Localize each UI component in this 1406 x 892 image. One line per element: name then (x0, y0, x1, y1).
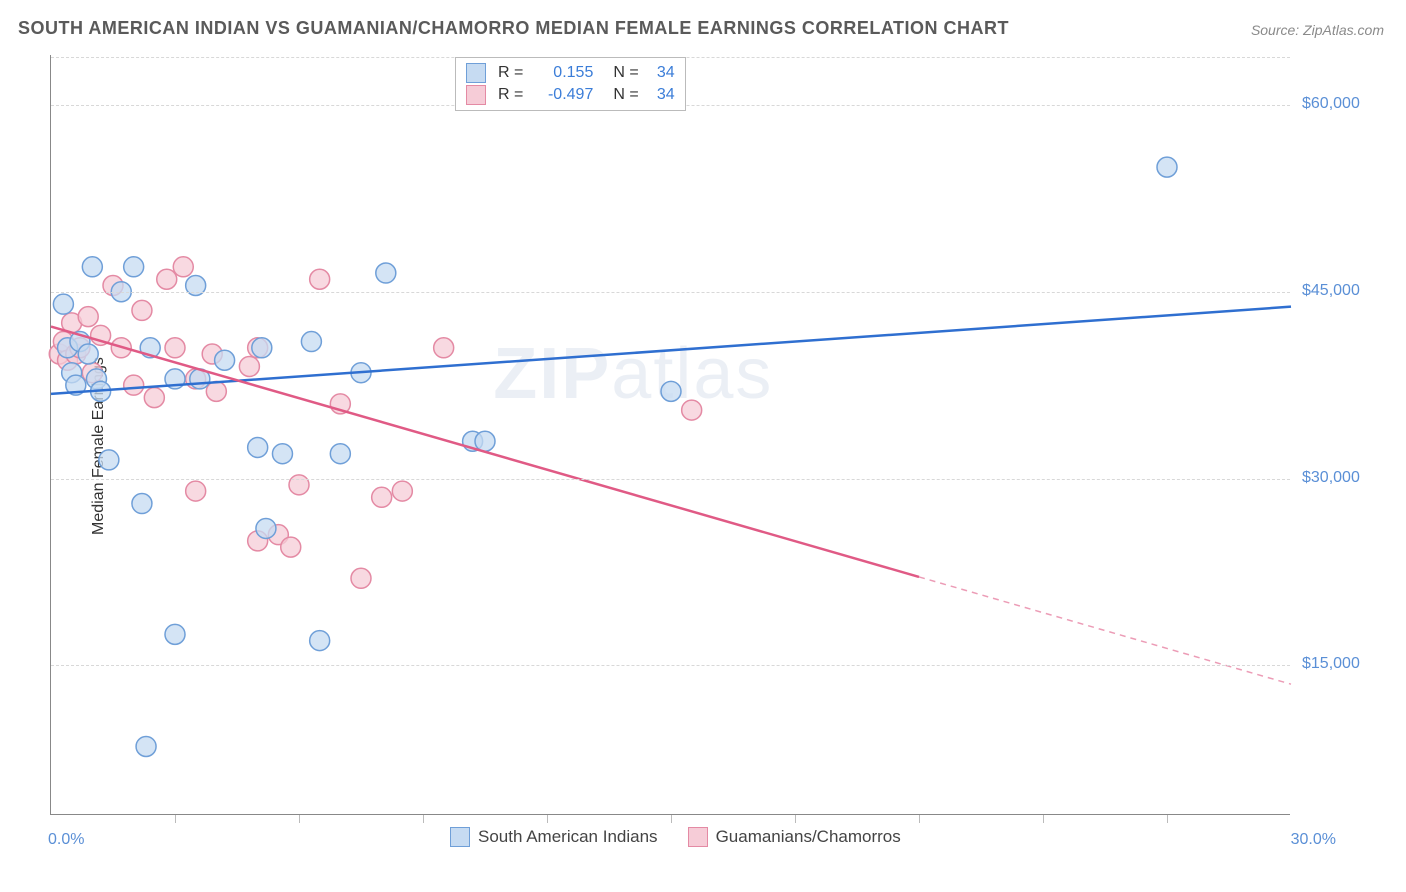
legend-item-1: Guamanians/Chamorros (688, 827, 901, 847)
data-point-series-0 (136, 736, 156, 756)
x-axis-left-label: 0.0% (48, 831, 84, 849)
data-point-series-0 (53, 294, 73, 314)
data-point-series-0 (256, 518, 276, 538)
legend-label-0: South American Indians (478, 827, 658, 847)
data-point-series-0 (1157, 157, 1177, 177)
data-point-series-0 (272, 444, 292, 464)
x-minor-tick (671, 815, 672, 823)
legend-swatch-0 (450, 827, 470, 847)
x-minor-tick (919, 815, 920, 823)
data-point-series-1 (78, 307, 98, 327)
data-point-series-1 (310, 269, 330, 289)
data-point-series-1 (372, 487, 392, 507)
x-minor-tick (299, 815, 300, 823)
gridline-h (51, 479, 1290, 480)
r-value-0: 0.155 (531, 64, 593, 82)
chart-container: { "chart": { "type": "scatter+regression… (0, 0, 1406, 892)
data-point-series-1 (206, 381, 226, 401)
data-point-series-1 (132, 300, 152, 320)
n-label-1: N = (613, 86, 638, 104)
data-point-series-1 (124, 375, 144, 395)
n-label-0: N = (613, 64, 638, 82)
correlation-row-0: R = 0.155 N = 34 (466, 62, 675, 84)
legend-swatch-1 (688, 827, 708, 847)
correlation-legend: R = 0.155 N = 34 R = -0.497 N = 34 (455, 57, 686, 111)
data-point-series-1 (682, 400, 702, 420)
data-point-series-0 (132, 494, 152, 514)
data-point-series-1 (239, 356, 259, 376)
data-point-series-0 (661, 381, 681, 401)
data-point-series-1 (281, 537, 301, 557)
legend-label-1: Guamanians/Chamorros (716, 827, 901, 847)
y-tick-label: $15,000 (1302, 655, 1360, 673)
regression-line-extrapolated-series-1 (919, 577, 1291, 684)
chart-title: SOUTH AMERICAN INDIAN VS GUAMANIAN/CHAMO… (18, 18, 1009, 39)
n-value-1: 34 (647, 86, 675, 104)
x-minor-tick (423, 815, 424, 823)
data-point-series-0 (330, 444, 350, 464)
data-point-series-1 (186, 481, 206, 501)
x-minor-tick (1043, 815, 1044, 823)
r-label-0: R = (498, 64, 523, 82)
data-point-series-1 (392, 481, 412, 501)
data-point-series-0 (310, 631, 330, 651)
plot-area: ZIPatlas (50, 55, 1290, 815)
data-point-series-0 (248, 437, 268, 457)
data-point-series-0 (252, 338, 272, 358)
x-axis-right-label: 30.0% (1291, 831, 1336, 849)
data-point-series-0 (99, 450, 119, 470)
data-point-series-0 (78, 344, 98, 364)
source-label: Source: ZipAtlas.com (1251, 22, 1384, 38)
data-point-series-0 (215, 350, 235, 370)
legend-item-0: South American Indians (450, 827, 658, 847)
data-point-series-1 (157, 269, 177, 289)
r-label-1: R = (498, 86, 523, 104)
data-point-series-1 (351, 568, 371, 588)
chart-svg (51, 55, 1290, 814)
data-point-series-1 (173, 257, 193, 277)
series-legend: South American Indians Guamanians/Chamor… (450, 827, 901, 847)
x-minor-tick (547, 815, 548, 823)
data-point-series-1 (434, 338, 454, 358)
n-value-0: 34 (647, 64, 675, 82)
r-value-1: -0.497 (531, 86, 593, 104)
x-minor-tick (1167, 815, 1168, 823)
y-tick-label: $60,000 (1302, 95, 1360, 113)
swatch-series-1 (466, 85, 486, 105)
data-point-series-0 (475, 431, 495, 451)
gridline-h (51, 665, 1290, 666)
y-tick-label: $45,000 (1302, 282, 1360, 300)
x-minor-tick (175, 815, 176, 823)
data-point-series-1 (144, 388, 164, 408)
data-point-series-0 (301, 332, 321, 352)
swatch-series-0 (466, 63, 486, 83)
data-point-series-0 (124, 257, 144, 277)
gridline-h (51, 292, 1290, 293)
data-point-series-0 (165, 624, 185, 644)
correlation-row-1: R = -0.497 N = 34 (466, 84, 675, 106)
x-minor-tick (795, 815, 796, 823)
data-point-series-0 (82, 257, 102, 277)
data-point-series-1 (165, 338, 185, 358)
y-tick-label: $30,000 (1302, 469, 1360, 487)
data-point-series-0 (376, 263, 396, 283)
